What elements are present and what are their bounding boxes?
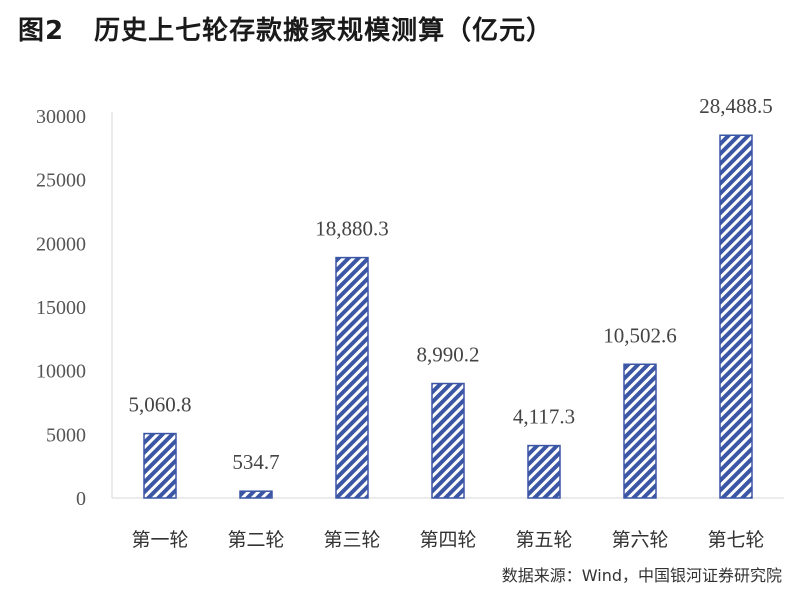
x-tick-label: 第七轮 [707, 529, 764, 551]
data-label: 28,488.5 [699, 94, 773, 118]
data-label: 18,880.3 [315, 217, 389, 241]
bars [143, 134, 753, 499]
y-tick-label: 25000 [36, 170, 86, 192]
x-axis-labels: 第一轮 第二轮 第三轮 第四轮 第五轮 第六轮 第七轮 [131, 529, 764, 551]
y-tick-label: 20000 [36, 233, 86, 255]
source-note: 数据来源：Wind，中国银河证券研究院 [501, 566, 782, 585]
bar [623, 363, 657, 499]
bar [431, 382, 465, 499]
bar [143, 432, 177, 499]
x-tick-label: 第五轮 [515, 529, 572, 551]
data-labels: 5,060.8 534.7 18,880.3 8,990.2 4,117.3 10,502… [129, 94, 773, 474]
y-tick-label: 10000 [36, 361, 86, 383]
y-tick-label: 30000 [36, 106, 86, 128]
x-tick-label: 第三轮 [323, 529, 380, 551]
x-tick-label: 第一轮 [131, 529, 188, 551]
x-tick-label: 第二轮 [227, 529, 284, 551]
bar [239, 490, 273, 499]
data-label: 5,060.8 [129, 393, 192, 417]
y-tick-label: 5000 [46, 424, 86, 446]
bar [527, 444, 561, 499]
figure-title-text: 历史上七轮存款搬家规模测算（亿元） [94, 16, 554, 46]
data-label: 10,502.6 [603, 323, 677, 347]
y-tick-label: 0 [76, 488, 86, 510]
data-label: 8,990.2 [417, 343, 480, 367]
figure-title: 图2 历史上七轮存款搬家规模测算（亿元） [18, 10, 553, 47]
data-label: 534.7 [232, 450, 279, 474]
x-tick-label: 第四轮 [419, 529, 476, 551]
figure-number: 图2 [18, 16, 65, 46]
data-label: 4,117.3 [513, 405, 575, 429]
y-tick-label: 15000 [36, 297, 86, 319]
x-tick-label: 第六轮 [611, 529, 668, 551]
bar [335, 256, 369, 499]
bar [719, 134, 753, 499]
y-axis-ticks: 0 5000 10000 15000 20000 25000 30000 [36, 106, 86, 510]
